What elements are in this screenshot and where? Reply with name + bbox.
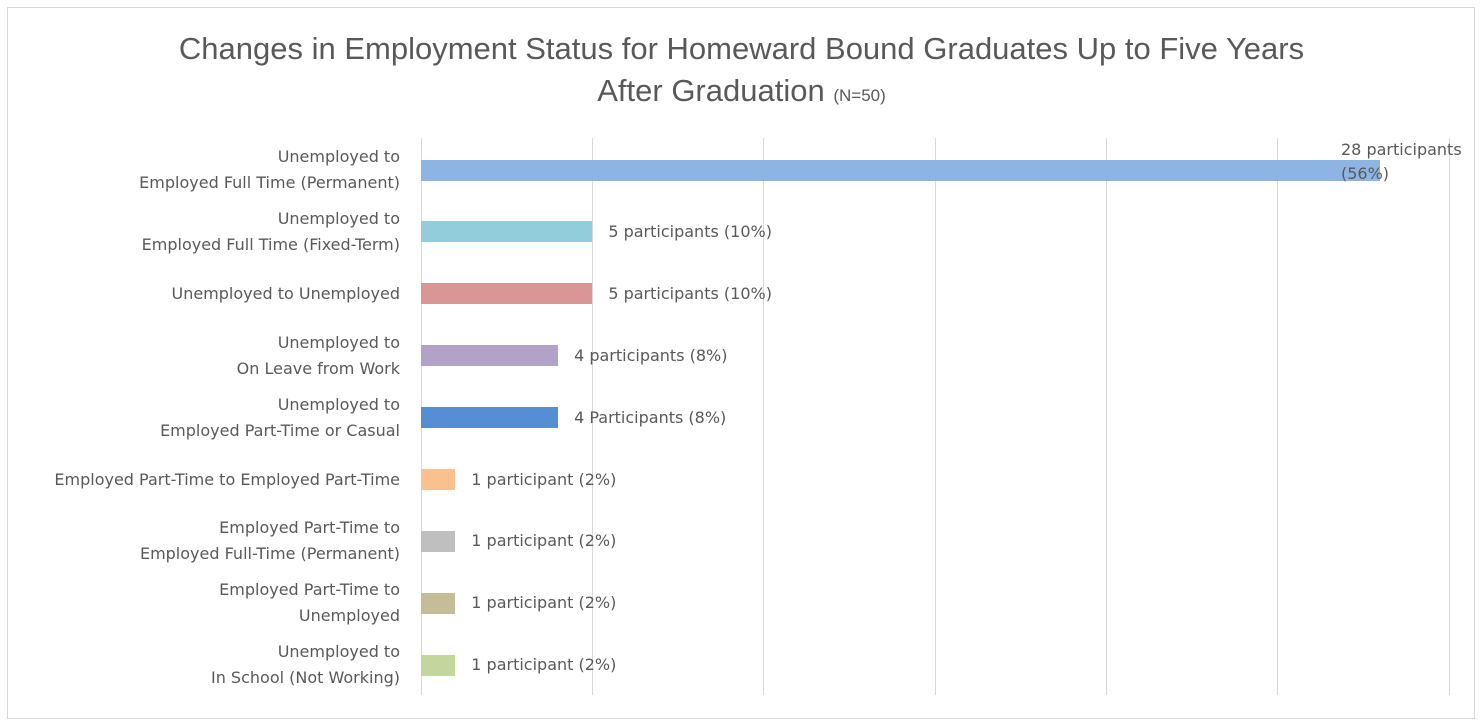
bar [421,283,593,305]
value-label: 1 participant (2%) [471,593,617,613]
value-label: 4 participants (8%) [574,345,728,365]
grid-line [1105,138,1107,695]
bar [421,530,456,552]
category-label: Unemployed to Employed Part-Time or Casu… [160,394,400,440]
category-label: Employed Part-Time to Employed Full-Time… [139,518,400,564]
chart-title: Changes in Employment Status for Homewar… [178,31,1305,108]
chart-frame [7,7,1475,719]
grid-line [591,138,593,695]
grid-line [1448,138,1450,695]
chart-subtitle: (N=50) [833,86,886,105]
value-label: 4 Participants (8%) [574,407,727,427]
value-label: 1 participant (2%) [471,531,617,551]
value-label: 5 participants (10%) [608,221,772,241]
category-label: Unemployed to Employed Full Time (Perman… [139,147,400,192]
title-wrap: Changes in Employment Status for Homewar… [172,28,1312,117]
grid-line [1277,138,1279,695]
bar [421,654,456,676]
grid-line [934,138,936,695]
value-label: 28 participants (56%) [1341,140,1462,183]
category-label: Employed Part-Time to Unemployed [219,580,400,626]
bar [421,159,1381,181]
grid-line [763,138,765,695]
bar [421,345,559,367]
value-label: 1 participant (2%) [471,469,617,489]
category-label: Employed Part-Time to Employed Part-Time [54,469,400,489]
value-label: 1 participant (2%) [471,655,617,675]
bar [421,407,559,429]
bar [421,592,456,614]
bar [421,469,456,490]
category-label: Unemployed to Unemployed [171,283,400,303]
category-label: Unemployed to On Leave from Work [236,332,400,378]
value-label: 5 participants (10%) [608,283,772,303]
category-label: Unemployed to In School (Not Working) [210,642,400,688]
bar [421,221,593,243]
title-block: Changes in Employment Status for Homewar… [0,28,1483,117]
category-label: Unemployed to Employed Full Time (Fixed-… [141,208,400,254]
